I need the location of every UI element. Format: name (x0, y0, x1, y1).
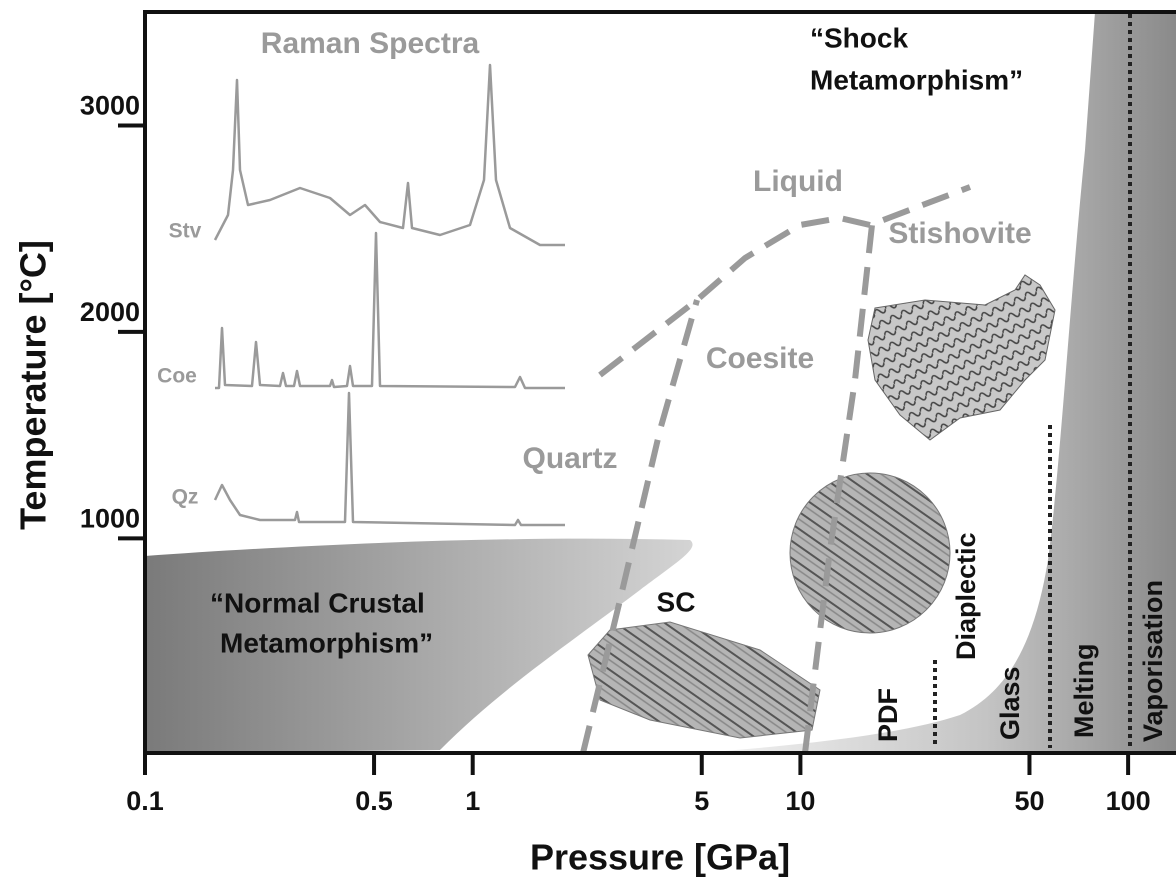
x-tick-label: 0.5 (355, 786, 393, 816)
annotation: “Shock (810, 22, 908, 53)
y-axis-label: Temperature [°C] (13, 240, 54, 530)
annotation: Stishovite (888, 217, 1031, 250)
sample-images (587, 274, 1056, 739)
annotation: Raman Spectra (261, 27, 480, 60)
x-axis-label: Pressure [GPa] (530, 837, 790, 878)
annotation: Metamorphism” (220, 627, 433, 658)
annotation: Vaporisation (1138, 580, 1168, 742)
annotation: Melting (1069, 644, 1099, 739)
annotation: Glass (995, 666, 1025, 740)
raman-spectrum (215, 231, 565, 390)
raman-spectrum (213, 391, 565, 527)
coesite-image (789, 472, 951, 634)
x-tick-label: 100 (1106, 786, 1151, 816)
x-tick-label: 50 (1014, 786, 1044, 816)
x-tick-label: 5 (694, 786, 709, 816)
annotation: Coe (157, 365, 197, 388)
shock-region (700, 12, 1176, 753)
y-tick-label: 3000 (80, 91, 140, 121)
annotation: PDF (873, 688, 903, 742)
annotation: Stv (169, 220, 202, 243)
axis-frame (143, 10, 1176, 755)
annotation: Qz (172, 486, 199, 509)
annotation: SC (657, 586, 696, 617)
annotation: Liquid (753, 165, 843, 198)
phase-boundary (580, 299, 700, 754)
phase-boundary (598, 184, 972, 378)
raman-spectrum (213, 63, 565, 247)
sc-image (587, 621, 821, 739)
x-tick-label: 1 (465, 786, 480, 816)
stishovite-image (867, 274, 1056, 441)
y-tick-label: 2000 (80, 297, 140, 327)
annotation: Quartz (522, 442, 617, 475)
y-tick-label: 1000 (80, 503, 140, 533)
phase-boundary (802, 224, 875, 754)
annotation: Coesite (706, 342, 814, 375)
annotation: Metamorphism” (810, 64, 1023, 95)
x-tick-label: 10 (785, 786, 815, 816)
annotation: “Normal Crustal (210, 587, 425, 618)
crustal-region (145, 538, 693, 753)
annotation: Diaplectic (951, 532, 981, 660)
x-tick-label: 0.1 (126, 786, 164, 816)
